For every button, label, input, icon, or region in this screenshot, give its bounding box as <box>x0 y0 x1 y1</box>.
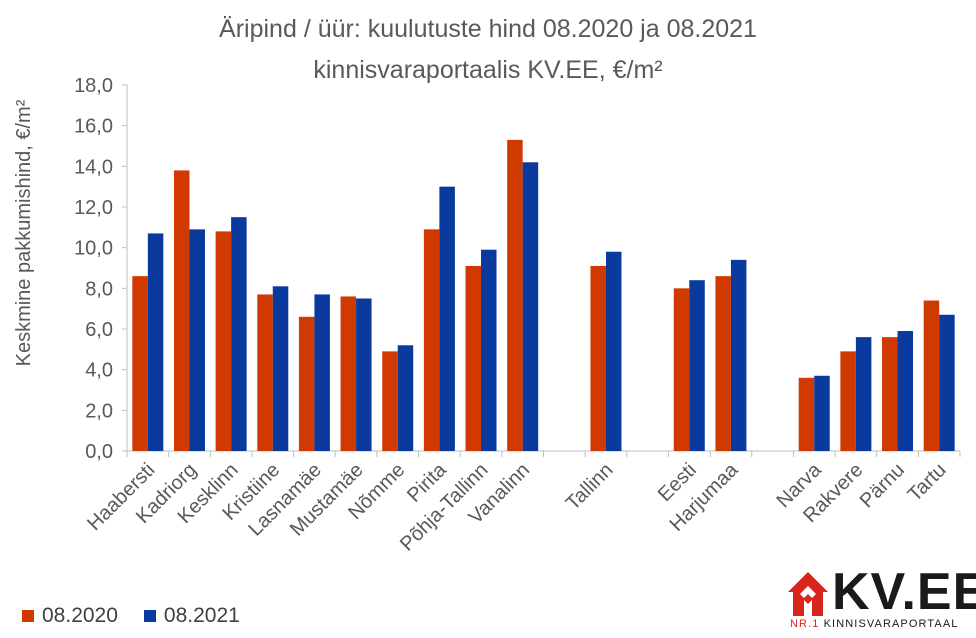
bar-08-2020-Rakvere <box>840 351 856 451</box>
y-tick-label: 0,0 <box>85 441 113 463</box>
bar-08-2021-Narva <box>814 375 830 451</box>
bar-08-2020-Nõmme <box>382 351 398 451</box>
bar-08-2021-Pirita <box>439 186 455 451</box>
bar-08-2020-Põhja-Tallinn <box>465 265 482 451</box>
chart-subtitle: kinnisvaraportaalis KV.EE, €/m² <box>313 56 663 84</box>
bar-08-2021-Harjumaa <box>730 259 747 451</box>
logo-wordmark: KV.EE <box>832 563 976 621</box>
bar-08-2021-Haabersti <box>147 233 164 451</box>
bar-08-2021-Rakvere <box>855 337 872 451</box>
legend: 08.2020 08.2021 <box>22 604 240 628</box>
bar-08-2021-Tartu <box>939 314 955 451</box>
y-tick-label: 12,0 <box>74 197 113 219</box>
x-tick-label: Tartu <box>904 459 951 506</box>
y-tick-label: 16,0 <box>74 116 113 138</box>
x-tick-label: Pärnu <box>856 459 909 512</box>
bar-08-2021-Tallinn <box>605 251 622 451</box>
bar-08-2021-Lasnamäe <box>314 294 330 451</box>
y-tick-label: 18,0 <box>74 75 113 97</box>
bar-08-2020-Kadriorg <box>173 170 190 451</box>
bar-08-2021-Põhja-Tallinn <box>481 249 497 451</box>
bar-08-2021-Kadriorg <box>189 229 205 451</box>
legend-item-2020: 08.2020 <box>22 604 118 628</box>
bar-08-2020-Lasnamäe <box>298 316 315 451</box>
legend-label-2020: 08.2020 <box>42 604 118 627</box>
bar-08-2020-Tartu <box>923 300 940 451</box>
y-tick-label: 10,0 <box>74 238 113 260</box>
logo-tagline-rest: KINNISVARAPORTAAL <box>823 618 959 630</box>
bar-08-2021-Vanalinn <box>522 162 539 451</box>
bar-08-2021-Eesti <box>689 280 705 451</box>
bar-08-2020-Pirita <box>423 229 440 451</box>
y-tick-label: 6,0 <box>85 319 113 341</box>
bar-08-2021-Pärnu <box>897 331 914 451</box>
bar-08-2021-Kristiine <box>272 286 289 451</box>
y-axis-title: Keskmine pakkumishind, €/m² <box>13 99 35 366</box>
bar-08-2020-Haabersti <box>132 276 148 451</box>
logo-tagline-prefix: NR.1 <box>790 618 820 630</box>
y-tick-label: 4,0 <box>85 360 113 382</box>
legend-label-2021: 08.2021 <box>163 604 240 627</box>
bar-08-2020-Narva <box>798 377 815 451</box>
y-tick-label: 2,0 <box>85 400 113 422</box>
legend-item-2021: 08.2021 <box>143 604 240 628</box>
bar-08-2020-Harjumaa <box>715 276 731 451</box>
bar-08-2020-Kesklinn <box>215 231 232 451</box>
y-tick-label: 14,0 <box>74 156 113 178</box>
chart-title: Äripind / üür: kuulutuste hind 08.2020 j… <box>219 15 757 43</box>
bar-08-2020-Pärnu <box>882 337 898 451</box>
kv-ee-logo: KV.EE NR.1 KINNISVARAPORTAAL <box>786 563 976 634</box>
bar-08-2020-Mustamäe <box>340 296 357 451</box>
x-tick-label: Tallinn <box>562 459 618 515</box>
logo-tagline: NR.1 KINNISVARAPORTAAL <box>790 618 958 630</box>
bar-08-2021-Kesklinn <box>231 217 247 451</box>
legend-swatch-2021 <box>143 610 156 622</box>
legend-swatch-2020 <box>22 610 34 622</box>
bar-08-2021-Mustamäe <box>356 298 372 451</box>
bar-08-2020-Vanalinn <box>507 139 523 451</box>
bar-08-2020-Tallinn <box>590 265 606 451</box>
y-tick-label: 8,0 <box>85 278 113 300</box>
bar-08-2020-Eesti <box>673 288 690 451</box>
bar-08-2020-Kristiine <box>257 294 273 451</box>
bar-08-2021-Nõmme <box>397 345 414 451</box>
house-icon <box>788 572 828 616</box>
